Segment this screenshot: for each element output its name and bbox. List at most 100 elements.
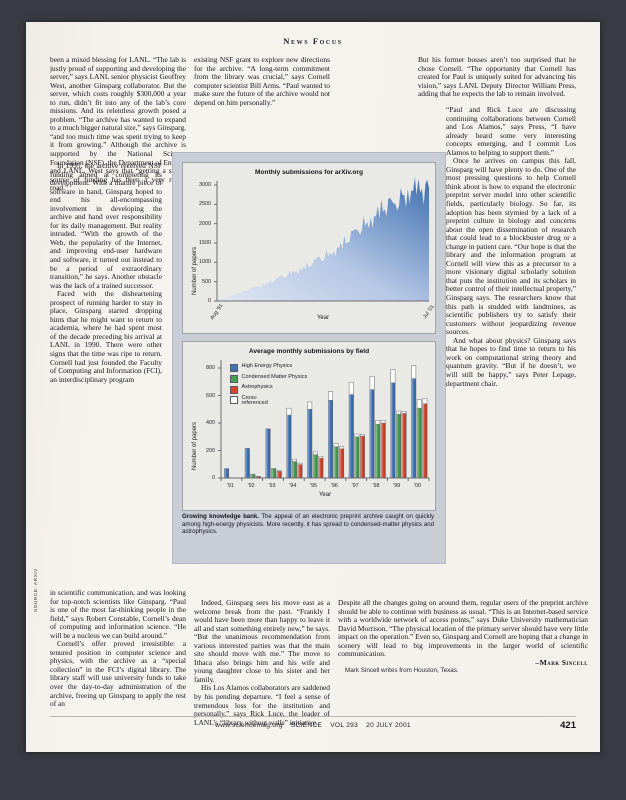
chart1-ytick: 0 [208, 298, 211, 304]
chart2-canvas [218, 360, 430, 481]
paragraph: Faced with the disheartening prospect of… [50, 289, 162, 384]
legend-label: Astrophysics [241, 384, 273, 391]
paragraph: In 1995, the archive received NSF fundin… [50, 161, 162, 290]
column-3-top: But his former bosses aren’t too surpris… [418, 55, 576, 99]
bar-high-energy-physics [307, 409, 313, 479]
bar-astrophysics [380, 422, 386, 479]
bar-astrophysics [360, 435, 365, 479]
chart1-ytick: 2000 [199, 220, 211, 227]
bar-high-energy-physics [224, 468, 229, 479]
magazine-page: News Focus been a mixed blessing for LAN… [26, 22, 600, 752]
chart1-title: Monthly submissions for arXiv.org [255, 169, 363, 176]
footer-date: 20 JULY 2001 [366, 722, 411, 729]
paragraph: been a mixed blessing for LANL. “The lab… [50, 55, 186, 193]
chart1-ytick: 3000 [199, 182, 211, 188]
legend-item: Cross- referenced [230, 394, 307, 407]
chart2-legend: High Energy Physics Condensed Matter Phy… [230, 363, 308, 409]
paragraph: Once he arrives on campus this fall, Gin… [446, 156, 576, 337]
chart2-xtick: '91 [226, 483, 234, 489]
legend-item: Condensed Matter Physics [230, 373, 308, 383]
bar-condensed-matter-physics [292, 461, 297, 479]
legend-swatch-cross-referenced [230, 396, 238, 405]
bar-condensed-matter-physics [416, 407, 422, 479]
source-credit: SOURCE: ARXIV [34, 568, 39, 612]
chart2-title: Average monthly submissions by field [248, 348, 370, 355]
bar-high-energy-physics [411, 378, 417, 479]
page-footer: www.sciencemag.org SCIENCE VOL 293 20 JULY … [26, 722, 600, 729]
chart1-ytick: 1500 [199, 240, 211, 246]
chart2-ytick: 0 [212, 475, 215, 481]
footer-volume: VOL 293 [330, 722, 359, 729]
footer-journal: SCIENCE [290, 722, 323, 729]
column-3-wrap: “Paul and Rick Luce are discussing conti… [446, 105, 576, 388]
paragraph: “Paul and Rick Luce are discussing conti… [446, 105, 576, 157]
bar-condensed-matter-physics [333, 446, 339, 479]
bar-astrophysics [339, 448, 345, 479]
bar-high-energy-physics [265, 428, 271, 479]
caption-body: The appeal of an electronic preprint arc… [182, 513, 434, 536]
legend-item: Astrophysics [230, 384, 307, 394]
figure-caption: Growing knowledge bank. The appeal of an… [182, 513, 434, 536]
chart1-ytick: 2500 [199, 201, 211, 208]
paragraph: existing NSF grant to explore new direct… [194, 55, 330, 107]
paragraph: But his former bosses aren’t too surpris… [418, 55, 576, 99]
bar-astrophysics [318, 457, 324, 479]
legend-item: High Energy Physics [230, 363, 307, 373]
paragraph: And what about physics? Ginsparg says th… [446, 335, 576, 388]
caption-lead: Growing knowledge bank. [182, 513, 259, 520]
legend-swatch-astrophysics [230, 385, 238, 394]
bar-condensed-matter-physics [375, 423, 381, 479]
bar-high-energy-physics [244, 448, 250, 479]
chart1-ytick: 1000 [199, 259, 211, 266]
bar-high-energy-physics [328, 399, 333, 479]
chart2-xtick: '00 [414, 483, 422, 489]
chart2-xtick: '95 [310, 483, 318, 489]
byline-credit: Mark Sincell writes from Houston, Texas. [345, 667, 459, 675]
bar-condensed-matter-physics [396, 413, 401, 479]
column-2-bottom: Indeed, Ginsparg sees his move east as a… [194, 598, 330, 727]
page-number: 421 [560, 720, 576, 731]
chart2-xtick: '97 [351, 483, 359, 489]
paragraph: Cornell’s offer proved irresistible: a t… [50, 639, 186, 709]
chart-monthly-submissions: Monthly submissions for arXiv.org Number… [182, 162, 436, 334]
chart2-ytick: 400 [206, 420, 215, 426]
bar-high-energy-physics [390, 382, 396, 479]
figure-panel: Monthly submissions for arXiv.org Number… [172, 152, 446, 564]
bar-high-energy-physics [369, 389, 375, 479]
paragraph: Despite all the changes going on around … [338, 598, 588, 659]
bar-condensed-matter-physics [354, 436, 360, 479]
legend-swatch-high-energy-physics [230, 364, 238, 373]
chart2-xtick: '92 [247, 483, 255, 489]
bar-condensed-matter-physics [271, 468, 277, 479]
chart-submissions-by-field: Average monthly submissions by field Num… [182, 341, 436, 511]
chart2-xtick: '96 [330, 483, 338, 489]
legend-swatch-condensed-matter-physics [230, 374, 238, 383]
column-1-narrow: In 1995, the archive received NSF fundin… [50, 161, 162, 384]
paragraph: His Los Alamos collaborators are saddene… [194, 683, 330, 727]
legend-label: Condensed Matter Physics [241, 373, 308, 380]
column-3-bottom: Despite all the changes going on around … [338, 598, 588, 676]
byline: –Mark Sincell [535, 657, 588, 667]
bar-condensed-matter-physics [312, 454, 318, 479]
chart2-xtick: '99 [393, 483, 401, 489]
chart2-xtick: '98 [372, 483, 380, 489]
column-1-top: been a mixed blessing for LANL. “The lab… [50, 55, 186, 193]
chart2-ytick: 600 [206, 392, 215, 399]
bar-astrophysics [276, 471, 282, 479]
bar-astrophysics [401, 413, 407, 479]
section-header: News Focus [283, 36, 343, 46]
footer-rule [50, 716, 576, 717]
bar-astrophysics [297, 464, 303, 479]
chart1-xlabel: Year [316, 315, 330, 321]
paragraph: in scientific communication, and was loo… [50, 588, 186, 640]
bar-astrophysics [422, 403, 428, 479]
chart2-ytick: 800 [206, 365, 215, 371]
chart1-ytick: 500 [202, 278, 211, 285]
chart2-xtick: '93 [268, 483, 276, 489]
bar-high-energy-physics [348, 394, 354, 479]
footer-url[interactable]: www.sciencemag.org [215, 722, 283, 729]
legend-label: High Energy Physics [241, 363, 293, 369]
legend-label: Cross- referenced [241, 394, 268, 407]
chart2-xtick: '94 [289, 483, 297, 489]
column-2-top: existing NSF grant to explore new direct… [194, 55, 330, 107]
